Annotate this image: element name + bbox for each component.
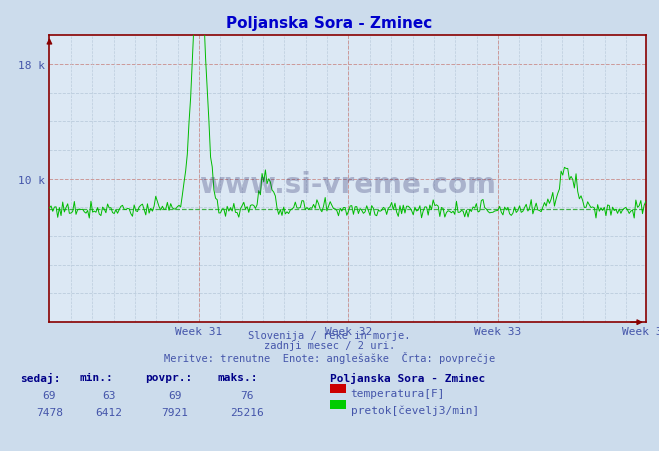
Text: 63: 63 — [102, 390, 115, 400]
Text: 6412: 6412 — [96, 407, 122, 417]
Text: 69: 69 — [168, 390, 181, 400]
Text: maks.:: maks.: — [217, 372, 258, 382]
Text: Meritve: trenutne  Enote: anglešaške  Črta: povprečje: Meritve: trenutne Enote: anglešaške Črta… — [164, 351, 495, 363]
Text: 25216: 25216 — [230, 407, 264, 417]
Text: Poljanska Sora - Zminec: Poljanska Sora - Zminec — [227, 16, 432, 31]
Text: temperatura[F]: temperatura[F] — [351, 388, 445, 398]
Text: 76: 76 — [241, 390, 254, 400]
Text: min.:: min.: — [79, 372, 113, 382]
Text: 7921: 7921 — [161, 407, 188, 417]
Text: Poljanska Sora - Zminec: Poljanska Sora - Zminec — [330, 372, 485, 383]
Text: 69: 69 — [43, 390, 56, 400]
Text: sedaj:: sedaj: — [20, 372, 60, 383]
Text: povpr.:: povpr.: — [145, 372, 192, 382]
Text: pretok[čevelj3/min]: pretok[čevelj3/min] — [351, 405, 479, 415]
Text: Slovenija / reke in morje.: Slovenija / reke in morje. — [248, 330, 411, 340]
Text: zadnji mesec / 2 uri.: zadnji mesec / 2 uri. — [264, 341, 395, 350]
Text: www.si-vreme.com: www.si-vreme.com — [199, 171, 496, 199]
Text: 7478: 7478 — [36, 407, 63, 417]
